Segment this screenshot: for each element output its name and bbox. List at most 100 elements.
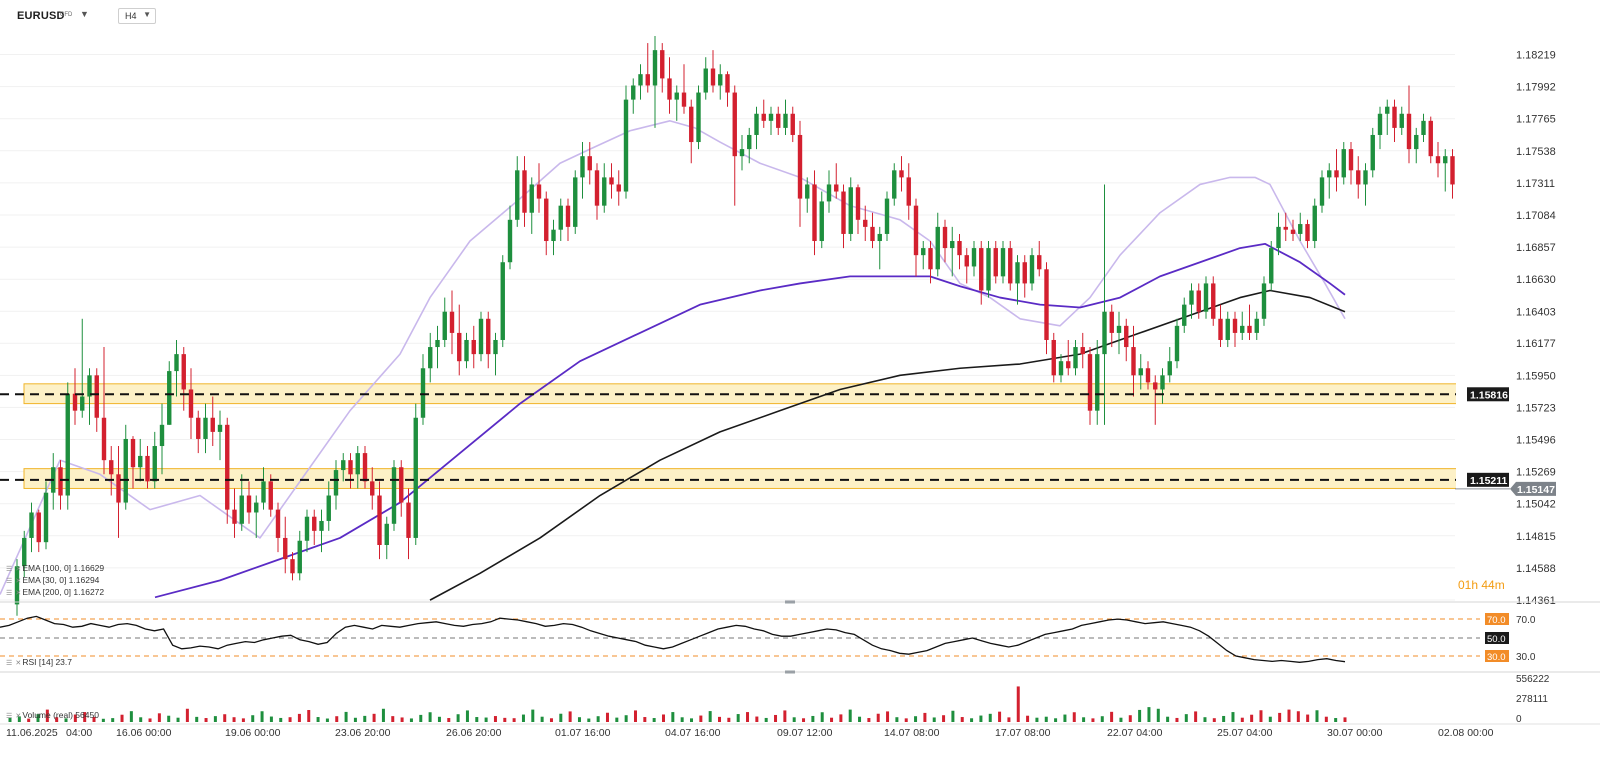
legend-volume[interactable]: ☰ ✕Volume (real) 56450 [6,710,99,720]
candle-body [420,368,426,418]
candle-body [1450,156,1455,185]
candle [1058,354,1064,383]
pane-separators[interactable] [0,600,1600,674]
ema30-line [0,120,1346,595]
timeframe-select[interactable]: H4 ▼ [118,8,156,24]
candle-body [986,248,991,291]
volume-bar [1324,716,1328,722]
close-icon[interactable]: ✕ [15,590,22,597]
volume-bar [1091,718,1095,722]
candle-body [304,516,310,541]
close-icon[interactable]: ✕ [15,566,22,573]
candle-body [1189,290,1194,305]
candle [1022,255,1027,298]
volume-bar [1315,710,1319,722]
menu-icon[interactable]: ☰ [6,590,13,597]
candle-body [544,198,549,242]
candle [805,177,810,213]
candle [159,403,165,475]
price-tick-label: 1.14815 [1516,531,1556,543]
candle [1254,311,1259,340]
price-tick-label: 1.16177 [1516,338,1556,350]
volume-bar [718,716,722,722]
time-tick-label: 02.08 00:00 [1438,727,1494,739]
candle [863,205,868,242]
volume-bar [923,712,927,722]
candle-body [72,393,78,411]
volume-bar [680,717,684,722]
candle-body [362,453,368,482]
candle-body [1203,283,1209,312]
volume-bar [1268,716,1272,722]
candle [986,241,991,298]
candle [196,410,201,454]
candle-body [1145,368,1151,383]
volume-bar [55,717,59,722]
volume-bar [111,718,115,722]
candle [1095,339,1100,425]
candle [1305,219,1310,249]
menu-icon[interactable]: ☰ [6,660,13,667]
volume-bar [148,718,152,722]
candle [1037,241,1042,277]
legend-ema200[interactable]: ☰ ✕EMA [200, 0] 1.16272 [6,587,104,597]
candle [94,368,99,432]
symbol-name[interactable]: EURUSD [17,10,65,22]
candle [1370,127,1375,178]
candle-body [573,177,578,227]
rsi-tag-30-bg [1485,650,1509,662]
candle [783,99,788,135]
candle-body [377,495,382,545]
volume-bar [811,715,815,722]
close-icon[interactable]: ✕ [15,713,22,720]
candle-body [428,347,433,369]
candle-body [188,389,194,418]
candle-body [768,113,774,121]
price-tick-label: 1.17765 [1516,114,1556,126]
candle [1203,276,1209,319]
candle-body [1276,226,1281,249]
candle-body [1022,262,1027,284]
candle-body [565,205,571,227]
chart-toolbar: EURUSD CFD ▼ H4 ▼ [0,0,1600,32]
candle-body [776,113,781,128]
horizontal-levels[interactable] [0,393,1460,481]
legend-ema30[interactable]: ☰ ✕EMA [30, 0] 1.16294 [6,575,99,585]
menu-icon[interactable]: ☰ [6,713,13,720]
symbol-dropdown-chevron-icon[interactable]: ▼ [80,9,89,19]
time-axis[interactable]: 11.06.2025 04:00 16.06 00:00 19.06 00:00 23.… [0,723,1600,739]
candle-body [239,495,244,524]
candle-body [1225,318,1230,340]
legend-ema100[interactable]: ☰ ✕EMA [100, 0] 1.16629 [6,563,104,573]
price-axis[interactable]: 1.18219 1.17992 1.17765 1.17538 1.17311 1.170… [1456,32,1600,724]
candle [326,481,331,531]
candle-body [594,170,600,206]
candle-body [819,201,824,242]
volume-bar [335,716,339,722]
volume-bar [232,717,236,722]
candle-body [225,424,230,510]
candle [1015,255,1020,305]
candle [573,170,578,234]
price-axis-background [1456,32,1600,724]
volume-bar [17,716,21,722]
menu-icon[interactable]: ☰ [6,578,13,585]
candle [899,156,904,192]
time-tick-label: 01.07 16:00 [555,727,611,739]
candle [138,438,143,482]
candle-body [870,226,875,242]
candle-body [174,354,179,372]
candle [645,43,650,93]
candle [1443,149,1448,192]
candle-body [652,50,658,86]
candle [602,163,607,213]
close-icon[interactable]: ✕ [15,578,22,585]
legend-rsi[interactable]: ☰ ✕RSI [14] 23.7 [6,657,72,667]
candle [739,134,745,171]
menu-icon[interactable]: ☰ [6,566,13,573]
candle [348,453,353,489]
time-tick-label: 22.07 04:00 [1107,727,1163,739]
candle-body [1232,318,1238,333]
close-icon[interactable]: ✕ [15,660,22,667]
